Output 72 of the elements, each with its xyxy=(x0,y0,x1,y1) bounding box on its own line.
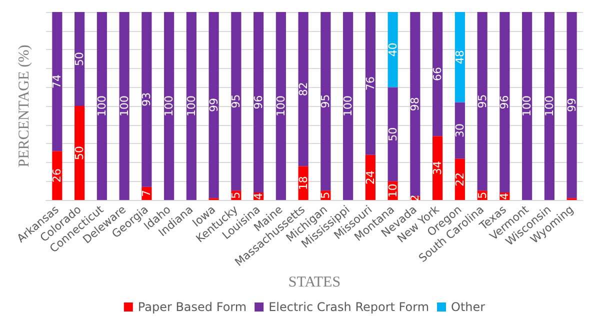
bar xyxy=(388,12,398,88)
data-label: 50 xyxy=(386,127,400,142)
bar xyxy=(500,12,510,192)
bar xyxy=(566,12,577,198)
bar xyxy=(276,12,286,200)
data-label: 74 xyxy=(50,74,64,89)
bar xyxy=(343,12,354,200)
bar xyxy=(96,12,107,200)
data-label: 5 xyxy=(476,192,489,199)
legend-label: Electric Crash Report Form xyxy=(268,300,430,314)
data-label: 100 xyxy=(118,96,131,116)
data-label: 50 xyxy=(73,52,86,66)
y-axis-title: PERCENTAGE (%) xyxy=(16,44,32,168)
bar xyxy=(365,12,376,155)
data-label: 5 xyxy=(319,192,332,199)
data-label: 7 xyxy=(140,190,154,197)
bar xyxy=(208,12,219,198)
data-label: 26 xyxy=(50,168,64,183)
bar xyxy=(74,106,85,200)
bar xyxy=(164,12,174,200)
x-axis-title: STATES xyxy=(288,274,341,290)
bar xyxy=(454,12,465,102)
data-label: 96 xyxy=(498,95,512,110)
bar xyxy=(254,12,264,192)
data-label: 76 xyxy=(364,76,377,90)
bar xyxy=(231,12,242,191)
bar xyxy=(142,12,152,187)
legend-label: Paper Based Form xyxy=(138,300,247,314)
data-label: 22 xyxy=(453,172,466,186)
data-label: 40 xyxy=(386,42,400,57)
bar xyxy=(544,12,554,200)
bar xyxy=(52,12,62,152)
data-label: 4 xyxy=(252,192,266,200)
bar xyxy=(432,12,443,136)
data-label: 99 xyxy=(565,98,578,112)
bar xyxy=(186,12,196,200)
bar xyxy=(522,12,532,200)
data-label: 2 xyxy=(408,194,422,202)
data-label: 98 xyxy=(408,97,422,112)
legend-label: Other xyxy=(451,300,486,314)
data-label: 99 xyxy=(207,98,220,112)
data-label: 95 xyxy=(230,94,243,108)
data-label: 100 xyxy=(95,96,108,116)
data-label: 66 xyxy=(431,67,444,82)
bar xyxy=(298,12,308,166)
data-label: 82 xyxy=(296,82,310,96)
bar xyxy=(432,136,443,200)
data-label: 100 xyxy=(274,96,288,116)
bar xyxy=(320,12,331,191)
data-label: 93 xyxy=(140,92,154,106)
bar xyxy=(410,12,420,196)
bar xyxy=(74,12,85,106)
data-label: 100 xyxy=(520,96,534,116)
data-label: 100 xyxy=(184,96,198,116)
bar xyxy=(388,87,398,182)
data-label: 95 xyxy=(476,94,489,108)
data-label: 95 xyxy=(319,94,332,108)
data-label: 5 xyxy=(230,192,243,199)
data-label: 24 xyxy=(364,170,377,184)
bar xyxy=(477,12,488,191)
data-label: 100 xyxy=(162,96,176,116)
data-label: 50 xyxy=(73,146,86,160)
data-label: 34 xyxy=(431,161,444,176)
data-label: 48 xyxy=(453,50,466,64)
data-label: 100 xyxy=(342,96,355,116)
data-label: 10 xyxy=(386,184,400,198)
bar xyxy=(119,12,130,200)
data-label: 4 xyxy=(498,192,512,200)
data-label: 96 xyxy=(252,95,266,110)
data-label: 100 xyxy=(542,96,556,116)
data-label: 18 xyxy=(296,176,310,190)
data-label: 30 xyxy=(453,123,466,138)
